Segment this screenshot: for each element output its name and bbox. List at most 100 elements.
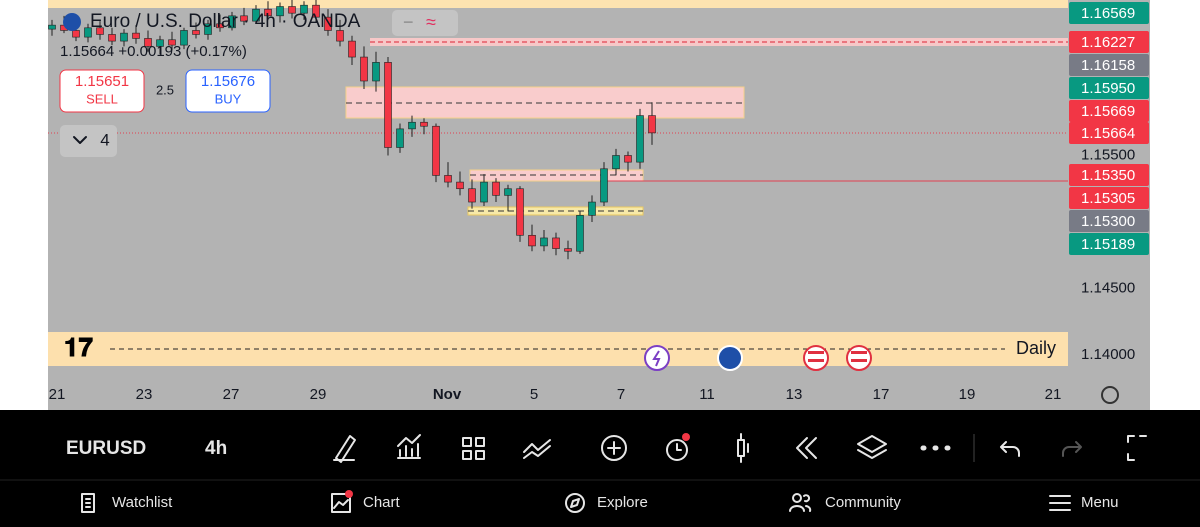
nav-icon (1049, 495, 1071, 511)
price-label: 1.15350 (1081, 167, 1135, 184)
price-label-bg (1069, 54, 1149, 76)
candle-body (648, 115, 656, 134)
event-icon[interactable] (717, 345, 743, 371)
x-tick-label: 19 (959, 386, 976, 403)
candle-body (612, 155, 620, 170)
candle-body (396, 128, 404, 148)
candle-body (144, 38, 152, 47)
candle-body (468, 188, 476, 203)
toolbar-bg (0, 410, 1200, 527)
replay-tool[interactable] (796, 437, 817, 459)
nav-label[interactable]: Chart (363, 494, 401, 511)
price-label: 1.15305 (1081, 190, 1135, 207)
flag-stripe (851, 351, 867, 354)
buy-button[interactable] (185, 69, 271, 113)
candle-body (336, 30, 344, 42)
candle-body (240, 15, 248, 22)
candle-body (156, 39, 164, 47)
nav-label[interactable]: Explore (597, 494, 648, 511)
toolbar-interval[interactable]: 4h (205, 438, 227, 459)
undo-tool[interactable] (1000, 441, 1020, 457)
sell-price: 1.15651 (75, 73, 129, 90)
nav-icon (789, 494, 812, 512)
nav-icon (565, 493, 585, 513)
add-tool[interactable] (601, 435, 627, 461)
toolbar-icons (333, 433, 1147, 463)
event-icon[interactable] (803, 345, 829, 371)
indicator-toggle[interactable] (392, 10, 458, 36)
bottom-nav: Watchlist Chart Explore Community Menu (81, 490, 1119, 513)
toolbar-symbol[interactable]: EURUSD (66, 438, 146, 459)
fullscreen-tool[interactable] (1127, 435, 1147, 461)
candle-body (204, 23, 212, 35)
candle-body (108, 34, 116, 42)
draw-tool[interactable] (333, 435, 356, 463)
price-label-bg (1069, 210, 1149, 232)
x-axis: 21 23 27 29 Nov 5 7 11 13 17 19 21 (49, 386, 1062, 403)
indicators-tool[interactable] (397, 434, 421, 459)
event-icon[interactable] (846, 345, 872, 371)
candle-body (504, 188, 512, 196)
price-label: 1.15669 (1081, 103, 1135, 120)
candle-body (576, 215, 584, 252)
nav-icon (331, 493, 351, 513)
settings-icon[interactable] (1101, 386, 1119, 404)
collapse-button[interactable] (60, 125, 117, 157)
sell-button[interactable] (59, 69, 145, 113)
alert-tool[interactable] (666, 439, 688, 461)
candle-body (168, 39, 176, 46)
candle-body (348, 40, 356, 58)
tradingview-logo: 𝟏𝟕 (64, 332, 93, 362)
x-tick-label: 5 (530, 386, 538, 403)
buy-label: BUY (215, 91, 242, 106)
price-label: 1.16227 (1081, 34, 1135, 51)
candle-body (420, 121, 428, 127)
price-tick-label: 1.15500 (1081, 146, 1135, 163)
templates-tool[interactable] (462, 437, 485, 460)
flag-stripe (851, 359, 867, 362)
candle-body (216, 23, 224, 29)
candle-body (324, 16, 332, 31)
candles (48, 0, 656, 260)
spread: 2.5 (156, 82, 174, 97)
candle-body (516, 188, 524, 236)
nav-label[interactable]: Community (825, 494, 901, 511)
price-tick-label: 1.14000 (1081, 346, 1135, 363)
layers-tool[interactable] (857, 435, 887, 459)
x-tick-label: 21 (1045, 386, 1062, 403)
symbol-title[interactable]: Euro / U.S. Dollar · 4h · OANDA (90, 11, 361, 32)
candle-body (456, 181, 464, 190)
candle-body (84, 27, 92, 38)
redo-tool[interactable] (1062, 441, 1082, 457)
nav-label[interactable]: Watchlist (112, 494, 173, 511)
nav-label[interactable]: Menu (1081, 494, 1119, 511)
zone-band (48, 0, 1068, 8)
price-label: 1.16158 (1081, 57, 1135, 74)
nav-dot (345, 490, 353, 498)
alert-dot (682, 433, 690, 441)
candle-body (408, 121, 416, 130)
x-tick-label: 23 (136, 386, 153, 403)
price-label-bg (1069, 2, 1149, 24)
candle-body (552, 237, 560, 249)
clock-hand (676, 443, 682, 451)
candle-body (312, 4, 320, 18)
nav-icon (792, 493, 802, 503)
price-label-bg (1069, 77, 1149, 99)
minus-icon: − (403, 12, 414, 32)
sell-label: SELL (86, 91, 118, 106)
price-label: 1.15950 (1081, 80, 1135, 97)
candle-body (600, 168, 608, 203)
price-label-bg (1069, 122, 1149, 144)
wave-icon: ≈ (426, 12, 436, 32)
timeframe-label: Daily (1016, 338, 1056, 358)
compare-tool[interactable] (523, 439, 551, 459)
candle-body (192, 30, 200, 35)
candle-body (492, 181, 500, 196)
price-label-bg (1069, 233, 1149, 255)
price-label-bg (1069, 164, 1149, 186)
candle-body (276, 6, 284, 17)
candle-body (120, 32, 128, 42)
candle-tool[interactable] (737, 433, 749, 463)
